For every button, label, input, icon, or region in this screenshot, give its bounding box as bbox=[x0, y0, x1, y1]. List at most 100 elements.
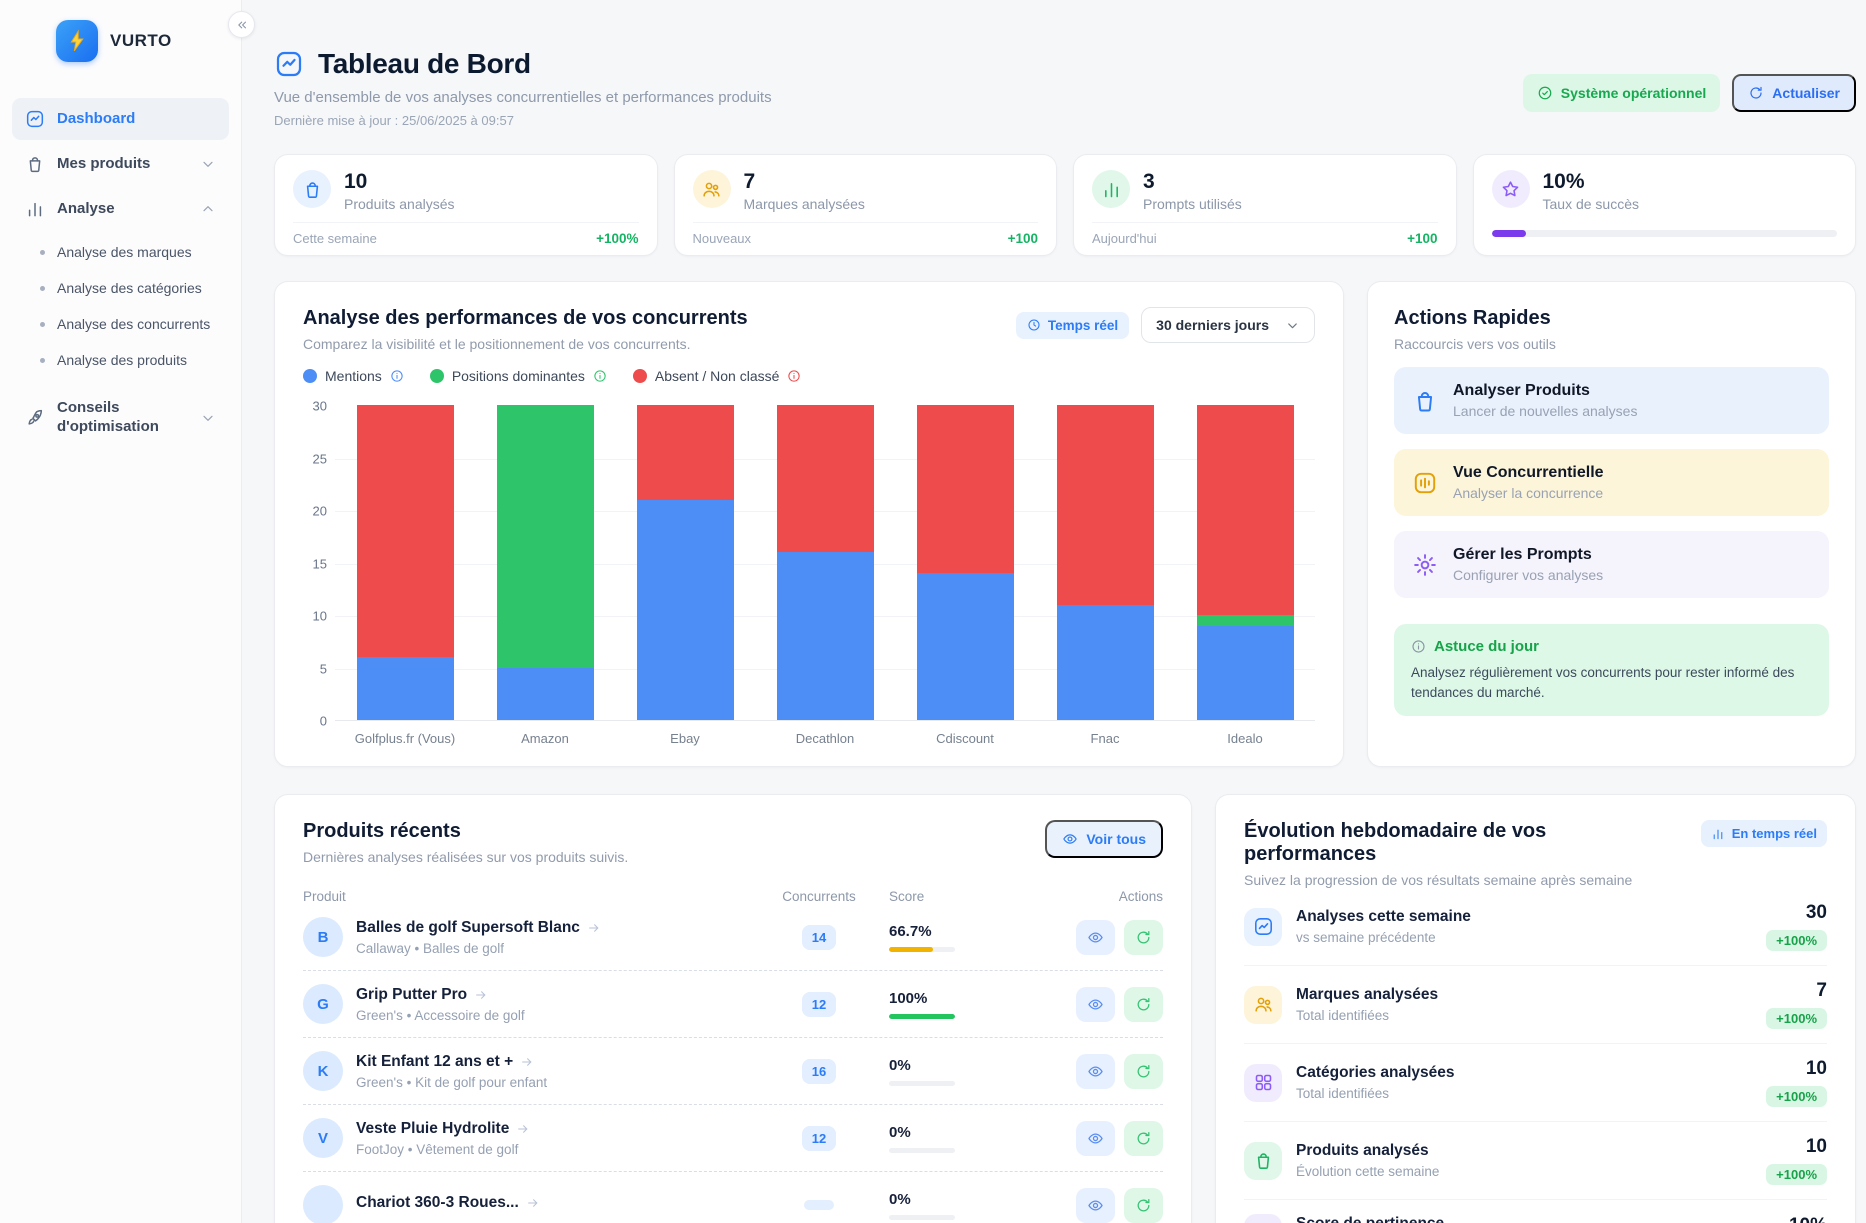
chart-title: Analyse des performances de vos concurre… bbox=[303, 307, 748, 329]
sidebar-submenu: Analyse des marques Analyse des catégori… bbox=[10, 234, 231, 378]
sidebar-item-icon bbox=[25, 199, 45, 219]
refresh-button[interactable]: Actualiser bbox=[1732, 74, 1856, 112]
info-icon[interactable] bbox=[390, 369, 404, 383]
sidebar-item-label: Analyse bbox=[57, 199, 115, 217]
chevron-down-icon bbox=[200, 156, 216, 172]
bullet-dot bbox=[40, 285, 45, 291]
view-all-button[interactable]: Voir tous bbox=[1045, 820, 1163, 858]
bar-decathlon bbox=[755, 405, 895, 720]
score-bar bbox=[889, 1080, 955, 1086]
sidebar-item-conseils-d-optimisation[interactable]: Conseils d'optimisation bbox=[12, 388, 229, 448]
view-all-label: Voir tous bbox=[1086, 831, 1146, 847]
product-name: Grip Putter Pro bbox=[356, 985, 468, 1003]
info-icon[interactable] bbox=[787, 369, 801, 383]
arrow-right-icon[interactable] bbox=[516, 1122, 530, 1136]
stat-card: 7 Marques analysées Nouveaux +100 bbox=[673, 154, 1057, 256]
stat-footer-label: Cette semaine bbox=[293, 231, 377, 247]
avatar bbox=[303, 1185, 343, 1223]
bar-chart-icon bbox=[1711, 827, 1725, 841]
quick-action-analyser-produits[interactable]: Analyser Produits Lancer de nouvelles an… bbox=[1394, 367, 1829, 434]
metric-value: 10% bbox=[1709, 1215, 1827, 1223]
sidebar-subitem[interactable]: Analyse des produits bbox=[10, 342, 231, 378]
realtime-badge: Temps réel bbox=[1015, 311, 1130, 339]
legend-item: Positions dominantes bbox=[429, 368, 607, 384]
quick-action-g-rer-les-prompts[interactable]: Gérer les Prompts Configurer vos analyse… bbox=[1394, 531, 1829, 598]
stat-icon bbox=[1500, 179, 1521, 200]
metric-value: 7 bbox=[1816, 980, 1827, 1001]
score-bar bbox=[889, 1147, 955, 1153]
chevrons-left-icon bbox=[235, 18, 249, 32]
metric-value: 10 bbox=[1805, 1136, 1827, 1157]
period-select[interactable]: 30 derniers jours bbox=[1141, 307, 1315, 343]
weekly-subtitle: Suivez la progression de vos résultats s… bbox=[1244, 872, 1633, 888]
sidebar-subitem-label: Analyse des produits bbox=[57, 352, 187, 368]
view-product-button[interactable] bbox=[1076, 1053, 1115, 1089]
view-product-button[interactable] bbox=[1076, 986, 1115, 1022]
chevron-down-icon bbox=[200, 410, 216, 426]
eye-icon bbox=[1087, 1130, 1104, 1147]
legend-item: Absent / Non classé bbox=[632, 368, 802, 384]
info-icon[interactable] bbox=[593, 369, 607, 383]
view-product-button[interactable] bbox=[1076, 919, 1115, 955]
stat-footer-label: Aujourd'hui bbox=[1092, 231, 1157, 247]
product-subtitle: Green's • Kit de golf pour enfant bbox=[356, 1074, 548, 1090]
reanalyze-product-button[interactable] bbox=[1124, 986, 1163, 1022]
sidebar-subitem[interactable]: Analyse des catégories bbox=[10, 270, 231, 306]
tip-body: Analysez régulièrement vos concurrents p… bbox=[1411, 665, 1795, 700]
x-tick-label: Golfplus.fr (Vous) bbox=[354, 731, 456, 746]
recent-products-card: Produits récents Dernières analyses réal… bbox=[274, 794, 1192, 1223]
metric-icon bbox=[1253, 994, 1274, 1015]
reanalyze-product-button[interactable] bbox=[1124, 1120, 1163, 1156]
quick-action-vue-concurrentielle[interactable]: Vue Concurrentielle Analyser la concurre… bbox=[1394, 449, 1829, 516]
sidebar-item-dashboard[interactable]: Dashboard bbox=[12, 98, 229, 140]
arrow-right-icon[interactable] bbox=[526, 1196, 540, 1210]
stat-card: 10 Produits analysés Cette semaine +100% bbox=[274, 154, 658, 256]
stat-label: Taux de succès bbox=[1542, 196, 1640, 213]
column-produit: Produit bbox=[303, 889, 346, 904]
sidebar-collapse-button[interactable] bbox=[228, 11, 255, 38]
quick-actions-subtitle: Raccourcis vers vos outils bbox=[1394, 336, 1556, 352]
weekly-metric-row: Marques analysées Total identifiées 7 +1… bbox=[1244, 966, 1827, 1044]
app-logo bbox=[56, 20, 98, 62]
sidebar-item-mes-produits[interactable]: Mes produits bbox=[12, 143, 229, 185]
sidebar-subitem-label: Analyse des concurrents bbox=[57, 316, 211, 332]
bar-amazon bbox=[475, 405, 615, 720]
arrow-right-icon[interactable] bbox=[474, 988, 488, 1002]
eye-icon bbox=[1087, 1197, 1104, 1214]
bar-fnac bbox=[1035, 405, 1175, 720]
view-product-button[interactable] bbox=[1076, 1120, 1115, 1156]
refresh-icon bbox=[1135, 1130, 1152, 1147]
chart-bars bbox=[335, 405, 1315, 721]
competitors-badge bbox=[804, 1200, 834, 1210]
score-value: 100% bbox=[889, 989, 928, 1007]
view-product-button[interactable] bbox=[1076, 1187, 1115, 1223]
reanalyze-product-button[interactable] bbox=[1124, 1053, 1163, 1089]
legend-item: Mentions bbox=[303, 368, 404, 384]
score-value: 0% bbox=[889, 1056, 911, 1074]
arrow-right-icon[interactable] bbox=[587, 921, 601, 935]
bullet-dot bbox=[40, 357, 45, 363]
sidebar-subitem[interactable]: Analyse des marques bbox=[10, 234, 231, 270]
x-tick-label: Fnac bbox=[1090, 731, 1120, 746]
page-subtitle: Vue d'ensemble de vos analyses concurren… bbox=[274, 89, 772, 106]
sidebar-nav: Dashboard Mes produits Analyse Analyse d… bbox=[0, 98, 241, 448]
product-name: Veste Pluie Hydrolite bbox=[356, 1119, 510, 1137]
table-row: B Balles de golf Supersoft Blanc Callawa… bbox=[303, 904, 1163, 971]
sidebar-subitem[interactable]: Analyse des concurrents bbox=[10, 306, 231, 342]
chevron-down-icon bbox=[1285, 318, 1300, 333]
legend-label: Absent / Non classé bbox=[654, 368, 780, 384]
arrow-right-icon[interactable] bbox=[520, 1055, 534, 1069]
stat-label: Produits analysés bbox=[344, 196, 455, 213]
product-subtitle: Green's • Accessoire de golf bbox=[356, 1007, 525, 1023]
sidebar-item-analyse[interactable]: Analyse bbox=[12, 188, 229, 230]
reanalyze-product-button[interactable] bbox=[1124, 1187, 1163, 1223]
weekly-realtime-label: En temps réel bbox=[1731, 826, 1817, 841]
metric-subtitle: Évolution cette semaine bbox=[1296, 1164, 1440, 1179]
tip-title: Astuce du jour bbox=[1434, 638, 1540, 655]
stat-footer: Nouveaux +100 bbox=[692, 222, 1038, 246]
last-update-text: Dernière mise à jour : 25/06/2025 à 09:5… bbox=[274, 113, 514, 128]
stat-cards-row: 10 Produits analysés Cette semaine +100%… bbox=[274, 154, 1856, 256]
product-name: Balles de golf Supersoft Blanc bbox=[356, 918, 580, 936]
weekly-title: Évolution hebdomadaire de vos performanc… bbox=[1244, 820, 1547, 865]
reanalyze-product-button[interactable] bbox=[1124, 919, 1163, 955]
